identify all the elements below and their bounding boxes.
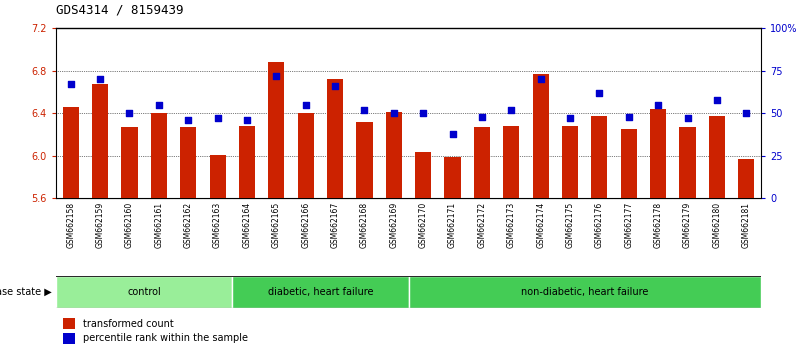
Point bbox=[446, 131, 459, 137]
Text: GSM662178: GSM662178 bbox=[654, 202, 662, 248]
Text: GSM662167: GSM662167 bbox=[331, 202, 340, 249]
Point bbox=[152, 102, 165, 108]
Bar bbox=[679, 127, 695, 198]
Bar bbox=[210, 155, 226, 198]
Bar bbox=[739, 159, 755, 198]
Point bbox=[476, 114, 489, 120]
Text: GSM662180: GSM662180 bbox=[712, 202, 722, 248]
Bar bbox=[122, 127, 138, 198]
Point bbox=[211, 115, 224, 121]
Point bbox=[300, 102, 312, 108]
Text: GSM662158: GSM662158 bbox=[66, 202, 75, 248]
Bar bbox=[709, 116, 725, 198]
Text: GSM662171: GSM662171 bbox=[448, 202, 457, 248]
Point bbox=[64, 81, 77, 87]
Text: diabetic, heart failure: diabetic, heart failure bbox=[268, 287, 373, 297]
Point bbox=[681, 115, 694, 121]
Point bbox=[417, 110, 429, 116]
Bar bbox=[298, 113, 314, 198]
Point bbox=[740, 110, 753, 116]
Text: transformed count: transformed count bbox=[83, 319, 173, 329]
Point bbox=[240, 117, 253, 123]
Point bbox=[358, 107, 371, 113]
Point bbox=[622, 114, 635, 120]
Text: GSM662181: GSM662181 bbox=[742, 202, 751, 248]
Text: GSM662176: GSM662176 bbox=[595, 202, 604, 249]
Text: control: control bbox=[127, 287, 161, 297]
Point bbox=[328, 83, 341, 89]
Bar bbox=[445, 157, 461, 198]
Point bbox=[564, 115, 577, 121]
Text: GSM662179: GSM662179 bbox=[683, 202, 692, 249]
Bar bbox=[232, 276, 409, 308]
Bar bbox=[56, 276, 232, 308]
Bar bbox=[63, 333, 75, 344]
Bar bbox=[591, 116, 607, 198]
Text: GSM662169: GSM662169 bbox=[389, 202, 398, 249]
Bar bbox=[62, 107, 78, 198]
Bar bbox=[503, 126, 519, 198]
Bar bbox=[533, 74, 549, 198]
Bar bbox=[356, 122, 372, 198]
Text: GSM662170: GSM662170 bbox=[419, 202, 428, 249]
Text: disease state ▶: disease state ▶ bbox=[0, 287, 52, 297]
Bar bbox=[63, 318, 75, 329]
Text: GSM662166: GSM662166 bbox=[301, 202, 310, 249]
Bar bbox=[92, 84, 108, 198]
Point bbox=[94, 76, 107, 82]
Text: GDS4314 / 8159439: GDS4314 / 8159439 bbox=[56, 4, 183, 17]
Text: GSM662172: GSM662172 bbox=[477, 202, 486, 248]
Point bbox=[593, 90, 606, 96]
Text: GSM662174: GSM662174 bbox=[536, 202, 545, 249]
Text: percentile rank within the sample: percentile rank within the sample bbox=[83, 333, 248, 343]
Text: GSM662168: GSM662168 bbox=[360, 202, 369, 248]
Point bbox=[534, 76, 547, 82]
Text: GSM662173: GSM662173 bbox=[507, 202, 516, 249]
Point bbox=[270, 73, 283, 79]
Bar bbox=[386, 112, 402, 198]
Text: GSM662165: GSM662165 bbox=[272, 202, 281, 249]
Text: GSM662161: GSM662161 bbox=[155, 202, 163, 248]
Bar bbox=[327, 79, 343, 198]
Text: GSM662162: GSM662162 bbox=[183, 202, 193, 248]
Bar bbox=[151, 113, 167, 198]
Text: GSM662164: GSM662164 bbox=[243, 202, 252, 249]
Bar bbox=[409, 276, 761, 308]
Bar bbox=[239, 126, 255, 198]
Point bbox=[388, 110, 400, 116]
Bar bbox=[562, 126, 578, 198]
Text: GSM662159: GSM662159 bbox=[95, 202, 105, 249]
Point bbox=[182, 117, 195, 123]
Point bbox=[505, 107, 517, 113]
Text: GSM662175: GSM662175 bbox=[566, 202, 574, 249]
Bar bbox=[650, 109, 666, 198]
Point bbox=[710, 97, 723, 103]
Text: GSM662160: GSM662160 bbox=[125, 202, 134, 249]
Bar bbox=[474, 127, 490, 198]
Text: non-diabetic, heart failure: non-diabetic, heart failure bbox=[521, 287, 649, 297]
Point bbox=[652, 102, 665, 108]
Point bbox=[123, 110, 136, 116]
Bar bbox=[268, 62, 284, 198]
Bar bbox=[180, 127, 196, 198]
Text: GSM662177: GSM662177 bbox=[624, 202, 634, 249]
Bar bbox=[415, 152, 431, 198]
Bar bbox=[621, 129, 637, 198]
Text: GSM662163: GSM662163 bbox=[213, 202, 222, 249]
